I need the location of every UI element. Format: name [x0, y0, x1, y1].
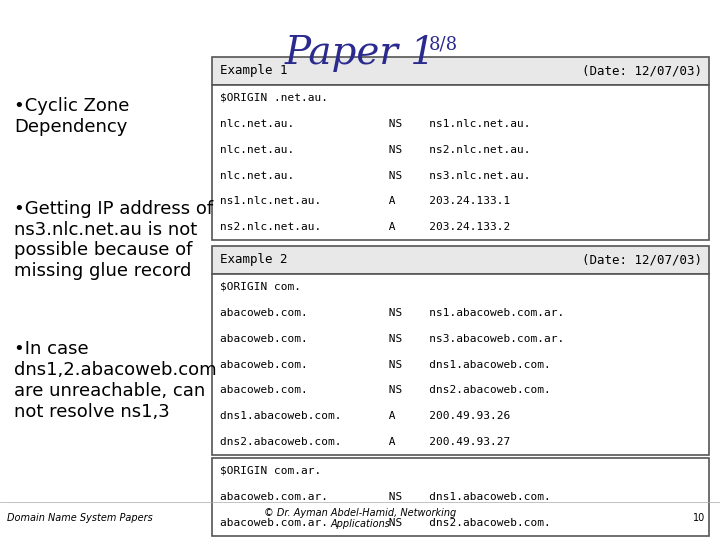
Text: abacoweb.com.ar.         NS    dns2.abacoweb.com.: abacoweb.com.ar. NS dns2.abacoweb.com.	[220, 518, 550, 528]
Text: •Cyclic Zone
Dependency: •Cyclic Zone Dependency	[14, 97, 130, 136]
Text: $ORIGIN com.: $ORIGIN com.	[220, 282, 301, 292]
Text: •Getting IP address of
ns3.nlc.net.au is not
possible because of
missing glue re: •Getting IP address of ns3.nlc.net.au is…	[14, 200, 214, 280]
Text: (Date: 12/07/03): (Date: 12/07/03)	[582, 64, 702, 77]
Text: abacoweb.com.            NS    ns1.abacoweb.com.ar.: abacoweb.com. NS ns1.abacoweb.com.ar.	[220, 308, 564, 318]
Text: abacoweb.com.ar.         NS    dns1.abacoweb.com.: abacoweb.com.ar. NS dns1.abacoweb.com.	[220, 492, 550, 502]
Text: Domain Name System Papers: Domain Name System Papers	[7, 514, 153, 523]
Text: © Dr. Ayman Abdel-Hamid, Networking
Applications: © Dr. Ayman Abdel-Hamid, Networking Appl…	[264, 508, 456, 529]
Text: 10: 10	[693, 514, 706, 523]
Text: 8/8: 8/8	[428, 35, 457, 53]
Text: Example 1: Example 1	[220, 64, 287, 77]
Text: Example 2: Example 2	[220, 253, 287, 266]
Text: abacoweb.com.            NS    dns2.abacoweb.com.: abacoweb.com. NS dns2.abacoweb.com.	[220, 386, 550, 395]
Text: $ORIGIN com.ar.: $ORIGIN com.ar.	[220, 466, 321, 476]
FancyBboxPatch shape	[212, 458, 709, 536]
FancyBboxPatch shape	[212, 57, 709, 85]
Text: •In case
dns1,2.abacoweb.com
are unreachable, can
not resolve ns1,3: •In case dns1,2.abacoweb.com are unreach…	[14, 340, 217, 421]
Text: dns1.abacoweb.com.       A     200.49.93.26: dns1.abacoweb.com. A 200.49.93.26	[220, 411, 510, 421]
Text: dns2.abacoweb.com.       A     200.49.93.27: dns2.abacoweb.com. A 200.49.93.27	[220, 437, 510, 447]
FancyBboxPatch shape	[212, 274, 709, 455]
FancyBboxPatch shape	[212, 85, 709, 240]
Text: nlc.net.au.              NS    ns1.nlc.net.au.: nlc.net.au. NS ns1.nlc.net.au.	[220, 119, 530, 129]
Text: abacoweb.com.            NS    dns1.abacoweb.com.: abacoweb.com. NS dns1.abacoweb.com.	[220, 360, 550, 369]
Text: abacoweb.com.            NS    ns3.abacoweb.com.ar.: abacoweb.com. NS ns3.abacoweb.com.ar.	[220, 334, 564, 343]
Text: (Date: 12/07/03): (Date: 12/07/03)	[582, 253, 702, 266]
Text: nlc.net.au.              NS    ns2.nlc.net.au.: nlc.net.au. NS ns2.nlc.net.au.	[220, 145, 530, 154]
Text: Paper 1: Paper 1	[284, 35, 436, 72]
FancyBboxPatch shape	[212, 246, 709, 274]
Text: ns2.nlc.net.au.          A     203.24.133.2: ns2.nlc.net.au. A 203.24.133.2	[220, 222, 510, 232]
Text: nlc.net.au.              NS    ns3.nlc.net.au.: nlc.net.au. NS ns3.nlc.net.au.	[220, 171, 530, 180]
Text: ns1.nlc.net.au.          A     203.24.133.1: ns1.nlc.net.au. A 203.24.133.1	[220, 197, 510, 206]
Text: $ORIGIN .net.au.: $ORIGIN .net.au.	[220, 93, 328, 103]
